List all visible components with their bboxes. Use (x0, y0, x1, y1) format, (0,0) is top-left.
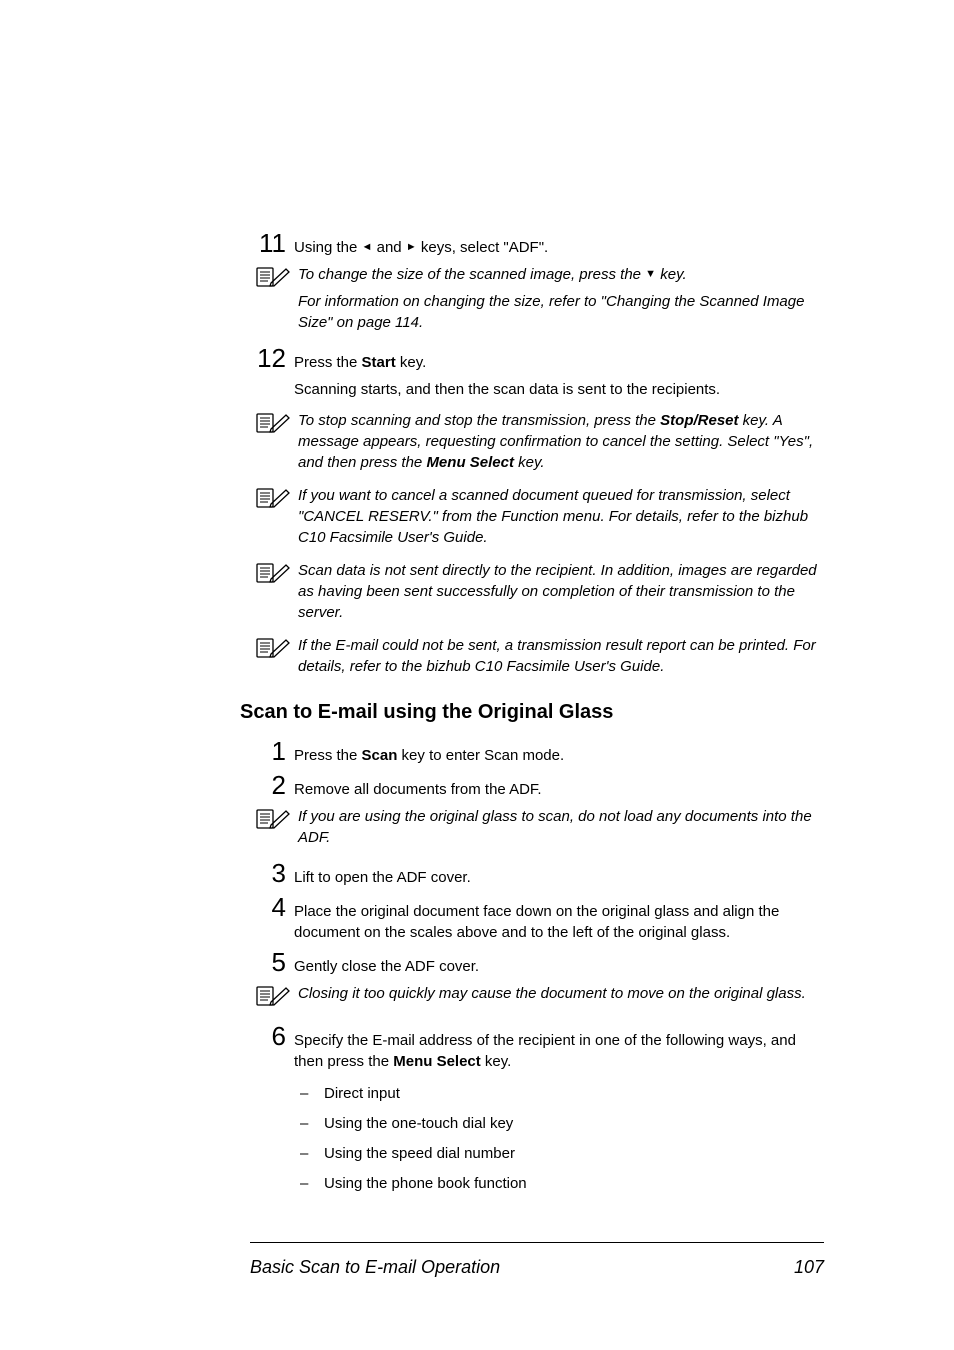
note-text: Closing it too quickly may cause the doc… (298, 983, 824, 1004)
step-text: Remove all documents from the ADF. (294, 772, 824, 800)
step-text: Specify the E-mail address of the recipi… (294, 1023, 824, 1072)
step-number: 1 (250, 738, 286, 764)
step-text: Gently close the ADF cover. (294, 949, 824, 977)
note-icon (256, 264, 292, 292)
triangle-down-icon (645, 266, 656, 283)
step-5: 5 Gently close the ADF cover. (250, 949, 824, 977)
dash-icon: – (300, 1172, 324, 1196)
text-fragment: Specify the E-mail address of the recipi… (294, 1032, 796, 1070)
step-number: 4 (250, 894, 286, 920)
step-text: Lift to open the ADF cover. (294, 860, 824, 888)
list-item: –Using the phone book function (300, 1172, 824, 1196)
note-icon (256, 485, 292, 513)
text-bold: Start (362, 354, 396, 371)
step-number: 5 (250, 949, 286, 975)
text-fragment: key. (396, 354, 427, 371)
note-text: If the E-mail could not be sent, a trans… (298, 635, 824, 677)
list-item: –Using the one-touch dial key (300, 1112, 824, 1136)
step-number: 2 (250, 772, 286, 798)
note-text: Scan data is not sent directly to the re… (298, 560, 824, 623)
text-fragment: keys, select "ADF". (417, 239, 549, 256)
step-4: 4 Place the original document face down … (250, 894, 824, 943)
footer-title: Basic Scan to E-mail Operation (250, 1257, 500, 1278)
text-bold: Menu Select (393, 1053, 481, 1070)
step-number: 3 (250, 860, 286, 886)
note-icon (256, 560, 292, 588)
text-fragment: Press the (294, 747, 362, 764)
step-1: 1 Press the Scan key to enter Scan mode. (250, 738, 824, 766)
step-subtext: Scanning starts, and then the scan data … (294, 379, 824, 400)
page-container: 11 Using the and keys, select "ADF". To … (0, 0, 954, 1350)
list-text: Direct input (324, 1082, 400, 1106)
note-block: Closing it too quickly may cause the doc… (256, 983, 824, 1011)
note-block: If the E-mail could not be sent, a trans… (256, 635, 824, 677)
triangle-left-icon (362, 239, 373, 256)
text-fragment: key. (514, 454, 545, 471)
text-fragment: Press the (294, 354, 362, 371)
note-block: If you are using the original glass to s… (256, 806, 824, 848)
text-bold: Stop/Reset (660, 412, 738, 429)
dash-icon: – (300, 1082, 324, 1106)
text-fragment: key. (481, 1053, 512, 1070)
note-block: To change the size of the scanned image,… (256, 264, 824, 333)
text-fragment: and (372, 239, 405, 256)
step-text: Press the Scan key to enter Scan mode. (294, 738, 824, 766)
text-bold: Scan (362, 747, 398, 764)
list-text: Using the speed dial number (324, 1142, 515, 1166)
step-text: Press the Start key. (294, 345, 824, 373)
note-text: If you are using the original glass to s… (298, 806, 824, 848)
text-fragment: Using the (294, 239, 362, 256)
triangle-right-icon (406, 239, 417, 256)
step-number: 6 (250, 1023, 286, 1049)
bullet-list: –Direct input –Using the one-touch dial … (300, 1082, 824, 1196)
step-text: Place the original document face down on… (294, 894, 824, 943)
text-fragment: To change the size of the scanned image,… (298, 266, 645, 283)
dash-icon: – (300, 1142, 324, 1166)
note-icon (256, 983, 292, 1011)
note-paragraph: For information on changing the size, re… (298, 291, 824, 333)
step-11: 11 Using the and keys, select "ADF". (250, 230, 824, 258)
list-item: –Direct input (300, 1082, 824, 1106)
note-icon (256, 635, 292, 663)
step-3: 3 Lift to open the ADF cover. (250, 860, 824, 888)
text-fragment: key to enter Scan mode. (397, 747, 564, 764)
note-block: Scan data is not sent directly to the re… (256, 560, 824, 623)
step-2: 2 Remove all documents from the ADF. (250, 772, 824, 800)
step-text: Using the and keys, select "ADF". (294, 230, 824, 258)
step-6: 6 Specify the E-mail address of the reci… (250, 1023, 824, 1072)
step-12: 12 Press the Start key. (250, 345, 824, 373)
list-text: Using the phone book function (324, 1172, 527, 1196)
note-block: If you want to cancel a scanned document… (256, 485, 824, 548)
page-footer: Basic Scan to E-mail Operation 107 (250, 1242, 824, 1278)
note-text: To change the size of the scanned image,… (298, 264, 824, 333)
note-icon (256, 410, 292, 438)
list-item: –Using the speed dial number (300, 1142, 824, 1166)
step-number: 12 (250, 345, 286, 371)
list-text: Using the one-touch dial key (324, 1112, 513, 1136)
text-bold: Menu Select (426, 454, 514, 471)
dash-icon: – (300, 1112, 324, 1136)
note-icon (256, 806, 292, 834)
note-text: To stop scanning and stop the transmissi… (298, 410, 824, 473)
step-number: 11 (250, 230, 286, 256)
text-fragment: key. (656, 266, 687, 283)
page-number: 107 (794, 1257, 824, 1278)
note-block: To stop scanning and stop the transmissi… (256, 410, 824, 473)
note-text: If you want to cancel a scanned document… (298, 485, 824, 548)
text-fragment: To stop scanning and stop the transmissi… (298, 412, 660, 429)
section-heading: Scan to E-mail using the Original Glass (240, 701, 824, 724)
